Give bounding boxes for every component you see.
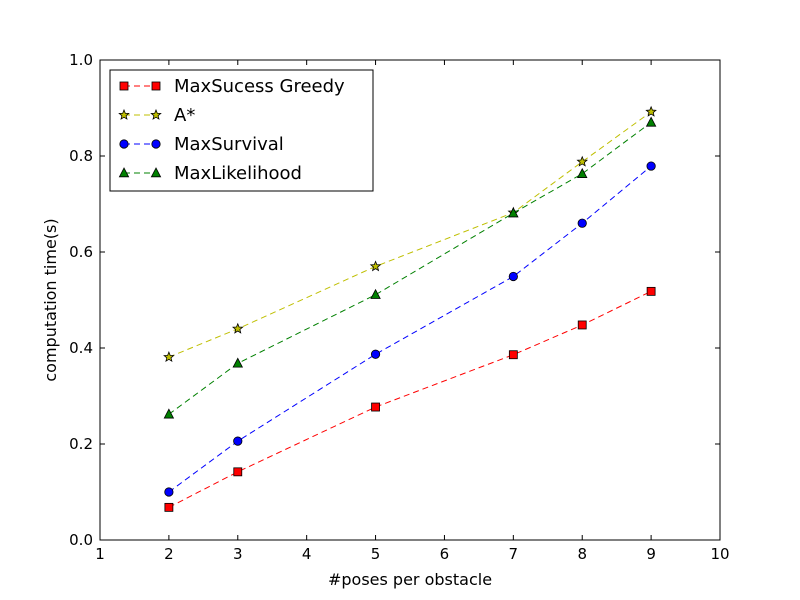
data-point <box>577 218 587 228</box>
series-maxsurvival <box>164 161 656 497</box>
legend-marker <box>118 167 130 178</box>
legend-entry: A* <box>118 105 195 126</box>
data-point <box>508 271 518 282</box>
data-point <box>576 167 588 178</box>
legend-label: MaxSucess Greedy <box>174 76 345 97</box>
x-tick-label: 5 <box>371 545 381 563</box>
data-point <box>233 467 243 477</box>
legend-marker <box>119 139 129 149</box>
legend-entry: MaxSurvival <box>119 134 284 155</box>
series-maxsucess-greedy <box>164 286 656 512</box>
x-tick-label: 3 <box>233 545 243 563</box>
x-tick-label: 4 <box>302 545 312 563</box>
data-point <box>232 357 244 368</box>
y-tick-label: 0.2 <box>69 435 93 453</box>
legend: MaxSucess Greedy A* MaxSurvival MaxLikeliho… <box>109 69 374 192</box>
data-point <box>370 288 381 299</box>
plot-area <box>163 105 657 512</box>
x-tick-label: 6 <box>440 545 450 563</box>
x-tick-label: 2 <box>164 545 174 563</box>
data-point <box>645 105 657 117</box>
series-line <box>168 165 652 493</box>
y-tick-label: 0.0 <box>69 531 93 549</box>
data-point <box>231 322 244 334</box>
data-point <box>577 320 587 330</box>
legend-marker <box>118 108 130 120</box>
data-point <box>233 436 243 446</box>
data-point <box>369 260 382 272</box>
legend-marker <box>119 81 129 91</box>
data-point <box>371 402 380 412</box>
legend-entry: MaxSucess Greedy <box>119 76 345 97</box>
x-tick-label: 9 <box>646 545 656 563</box>
data-point <box>370 349 381 359</box>
data-point <box>508 350 518 360</box>
legend-label: A* <box>174 105 195 126</box>
data-point <box>163 408 175 419</box>
data-point <box>163 351 175 363</box>
y-tick-label: 0.4 <box>69 339 93 357</box>
axes-frame <box>99 59 721 541</box>
legend-entry: MaxLikelihood <box>118 163 302 184</box>
x-tick-label: 8 <box>577 545 587 563</box>
series-line <box>168 290 652 508</box>
data-point <box>645 116 657 127</box>
y-tick-label: 0.6 <box>69 243 93 261</box>
x-tick-label: 1 <box>95 545 105 563</box>
series-line <box>168 121 652 415</box>
x-tick-label: 7 <box>509 545 519 563</box>
legend-marker <box>150 167 162 178</box>
data-point <box>164 487 174 497</box>
data-point <box>576 155 589 167</box>
x-tick-label: 10 <box>710 545 729 563</box>
data-point <box>646 161 656 171</box>
y-tick-label: 0.8 <box>69 147 93 165</box>
legend-label: MaxSurvival <box>174 134 284 155</box>
data-point <box>646 286 656 296</box>
data-point <box>508 207 519 218</box>
legend-marker <box>150 108 162 120</box>
legend-label: MaxLikelihood <box>174 163 302 184</box>
y-tick-label: 1.0 <box>69 51 93 69</box>
series-maxlikelihood <box>163 116 657 419</box>
data-point <box>164 502 174 512</box>
y-axis-label: computation time(s) <box>41 218 60 381</box>
axis-ticks: 1 2 3 4 5 6 7 8 9 10 0.0 0.2 0.4 0.6 0.8 1.0 <box>69 51 729 563</box>
legend-marker <box>151 81 161 91</box>
series-line <box>168 111 652 358</box>
legend-marker <box>151 139 161 149</box>
x-axis-label: #poses per obstacle <box>328 570 492 589</box>
